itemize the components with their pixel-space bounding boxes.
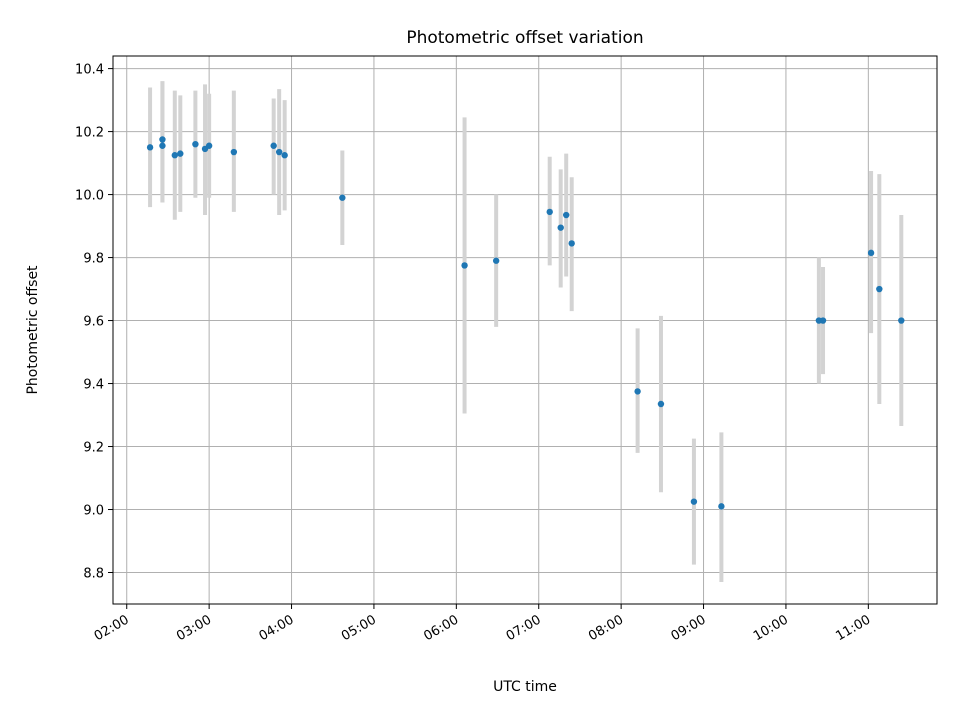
data-point bbox=[230, 148, 238, 156]
data-point bbox=[718, 503, 725, 510]
x-tick-label: 03:00 bbox=[174, 612, 214, 644]
x-tick-label: 11:00 bbox=[833, 612, 873, 644]
y-tick-label: 10.2 bbox=[75, 126, 104, 141]
data-point bbox=[275, 148, 283, 156]
x-tick-label: 09:00 bbox=[669, 612, 709, 644]
x-tick-label: 02:00 bbox=[92, 612, 132, 644]
x-tick-label: 04:00 bbox=[257, 612, 297, 644]
data-point bbox=[634, 388, 641, 395]
data-point bbox=[177, 150, 184, 157]
data-point bbox=[205, 142, 213, 149]
x-tick-label: 06:00 bbox=[421, 612, 461, 644]
data-point bbox=[867, 249, 875, 257]
data-point bbox=[281, 152, 288, 159]
data-point bbox=[657, 400, 665, 408]
data-point bbox=[461, 262, 468, 269]
y-tick-label: 10.4 bbox=[75, 63, 104, 78]
data-point bbox=[270, 142, 277, 149]
y-axis: 8.8 9.0 9.2 9.4 9.6 9.8 10.0 10.2 10.4 bbox=[75, 63, 113, 582]
data-points bbox=[146, 136, 905, 510]
y-axis-label: Photometric offset bbox=[25, 265, 41, 395]
data-point bbox=[159, 136, 166, 143]
x-tick-label: 10:00 bbox=[751, 612, 791, 644]
y-tick-label: 9.4 bbox=[83, 378, 104, 393]
y-tick-label: 9.2 bbox=[83, 441, 104, 456]
data-point bbox=[146, 144, 154, 151]
data-point bbox=[819, 317, 827, 324]
y-tick-label: 9.6 bbox=[83, 315, 104, 330]
x-tick-label: 08:00 bbox=[586, 612, 626, 644]
plot-frame bbox=[112, 55, 938, 605]
data-point bbox=[492, 257, 500, 264]
data-point bbox=[876, 285, 883, 293]
error-bars bbox=[148, 81, 904, 582]
x-axis: 02:00 03:00 04:00 05:00 06:00 07:00 08:00 09:00… bbox=[92, 604, 873, 644]
x-tick-label: 05:00 bbox=[339, 612, 379, 644]
data-point bbox=[192, 140, 199, 148]
data-point bbox=[568, 240, 575, 247]
data-point bbox=[546, 208, 553, 216]
x-tick-label: 07:00 bbox=[504, 612, 544, 644]
data-point bbox=[690, 498, 698, 505]
data-point bbox=[563, 211, 570, 219]
y-tick-label: 8.8 bbox=[83, 567, 104, 582]
grid bbox=[113, 56, 937, 604]
data-point bbox=[898, 317, 905, 324]
x-axis-label: UTC time bbox=[493, 679, 557, 695]
y-tick-label: 9.0 bbox=[83, 504, 104, 519]
data-point bbox=[557, 224, 564, 231]
data-point bbox=[339, 194, 346, 201]
data-point bbox=[159, 142, 166, 149]
y-tick-label: 10.0 bbox=[75, 189, 104, 204]
chart-title: Photometric offset variation bbox=[406, 28, 643, 48]
y-tick-label: 9.8 bbox=[83, 252, 104, 267]
data-point bbox=[171, 152, 178, 159]
